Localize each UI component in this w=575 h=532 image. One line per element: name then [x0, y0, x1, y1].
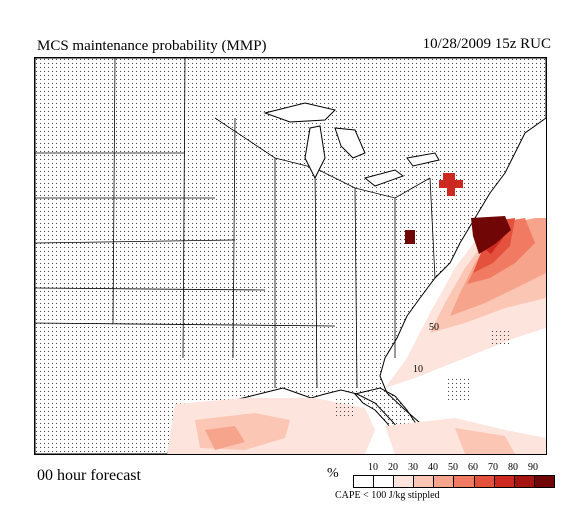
legend-tick: 30	[408, 462, 418, 473]
legend-swatch	[414, 476, 435, 487]
state-boundaries	[35, 58, 436, 389]
forecast-label: 00 hour forecast	[37, 467, 141, 484]
legend-note: CAPE < 100 J/kg stippled	[335, 490, 440, 501]
map-title: MCS maintenance probability (MMP)	[37, 38, 267, 54]
va-probability-spot	[405, 230, 415, 244]
legend-color-bar	[353, 475, 555, 488]
legend-tick: 40	[428, 462, 438, 473]
legend-tick: 60	[468, 462, 478, 473]
legend-swatch	[454, 476, 475, 487]
great-lakes	[263, 102, 440, 187]
legend-tick: 20	[388, 462, 398, 473]
legend-swatch	[394, 476, 415, 487]
legend-ticks: 10 20 30 40 50 60 70 80 90	[353, 462, 553, 474]
contour-label-50: 50	[429, 322, 439, 333]
legend-swatch	[374, 476, 395, 487]
map-canvas: 50 10	[35, 58, 546, 454]
legend-tick: 70	[488, 462, 498, 473]
legend-unit: %	[327, 466, 339, 481]
legend-swatch	[474, 476, 495, 487]
legend-tick: 90	[528, 462, 538, 473]
legend-swatch	[534, 476, 554, 487]
gulf-probability-field	[167, 398, 546, 454]
legend-tick: 50	[448, 462, 458, 473]
valid-time: 10/28/2009 15z RUC	[422, 36, 551, 52]
atlantic-probability-field	[385, 216, 546, 388]
legend-tick: 80	[508, 462, 518, 473]
atlantic-stipple-patch	[490, 330, 510, 344]
legend-swatch	[354, 476, 375, 487]
legend-tick: 10	[368, 462, 378, 473]
map-panel: 50 10	[34, 57, 547, 455]
bahamas-stipple-patch	[447, 376, 469, 400]
legend-swatch	[434, 476, 455, 487]
contour-label-10: 10	[413, 364, 423, 375]
gulf-stipple-patch	[335, 398, 353, 416]
ny-probability-spot	[439, 173, 463, 196]
legend-swatch	[494, 476, 515, 487]
legend-swatch	[514, 476, 535, 487]
